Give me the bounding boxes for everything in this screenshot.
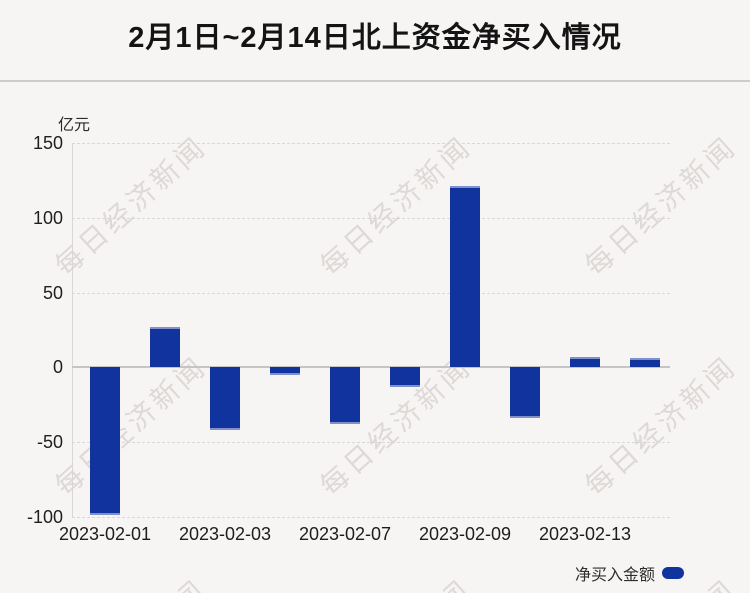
gridline [72,217,670,219]
watermark-text: 每日经济新闻 [310,569,479,593]
bar-2023-02-03 [210,367,240,431]
legend-marker-pill [662,567,684,579]
gridline [72,517,670,518]
y-tick-label: -50 [36,432,63,453]
watermark-text: 每日经济新闻 [45,569,214,593]
bar-2023-02-09 [450,186,480,368]
legend-label: 净买入金额 [574,567,655,584]
gridline [72,292,670,294]
bar-2023-02-08 [390,367,420,387]
title-divider [0,80,750,82]
y-tick-label: 100 [32,207,63,228]
legend: 净买入金额 [574,563,684,584]
y-tick-label: 0 [52,357,63,378]
x-tick-label: 2023-02-09 [418,524,512,544]
bar-2023-02-06 [270,367,300,375]
gridline [72,442,670,444]
bar-2023-02-14 [630,358,660,368]
bar-2023-02-10 [510,367,540,419]
y-tick-label: -100 [26,507,63,527]
zero-axis-line [72,366,670,369]
y-tick-label: 150 [32,133,63,153]
bar-2023-02-02 [150,327,180,368]
y-axis-unit-label: 亿元 [58,117,91,134]
bar-2023-02-01 [90,367,120,516]
y-tick-label: 50 [42,282,63,303]
x-tick-label: 2023-02-01 [58,524,152,544]
bar-2023-02-13 [570,356,600,368]
bar-2023-02-07 [330,367,360,425]
x-tick-label: 2023-02-13 [538,524,632,544]
y-axis-line [72,143,73,517]
gridline [72,143,670,144]
chart-title: 2月1日~2月14日北上资金净买入情况 [128,22,622,54]
x-tick-label: 2023-02-03 [178,524,272,544]
x-tick-label: 2023-02-07 [298,524,392,544]
plot-area [72,143,670,518]
